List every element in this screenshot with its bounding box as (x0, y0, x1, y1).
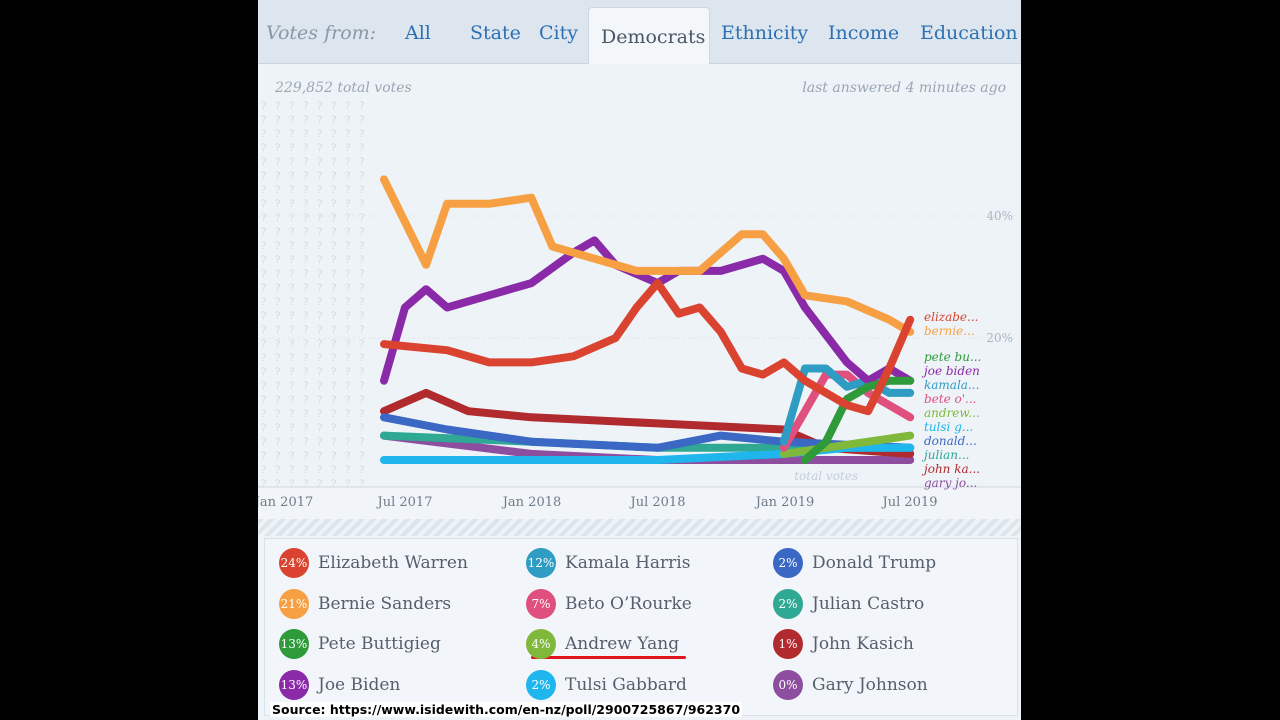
series-line-1[interactable] (380, 175, 915, 336)
legend-item[interactable]: 24% Elizabeth Warren (279, 548, 468, 578)
percent-badge: 4% (526, 629, 556, 659)
candidate-name: Donald Trump (812, 553, 937, 573)
percent-badge: 7% (526, 588, 556, 619)
series-line-0[interactable] (380, 279, 915, 416)
tab-income[interactable]: Income (828, 22, 900, 44)
legend-item[interactable]: 0% Gary Johnson (773, 669, 928, 700)
source-caption: Source: https://www.isidewith.com/en-nz/… (270, 702, 743, 717)
candidate-name: John Kasich (812, 634, 914, 654)
x-tick-label: Jul 2019 (881, 495, 938, 510)
y-tick-label: 20% (986, 331, 1013, 345)
series-label: joe biden (921, 364, 980, 378)
tab-state[interactable]: State (470, 22, 521, 44)
legend-item[interactable]: 12% Kamala Harris (526, 548, 690, 578)
candidate-name: Bernie Sanders (318, 593, 452, 614)
x-tick-label: Jul 2017 (376, 495, 433, 510)
series-line-6[interactable] (779, 431, 915, 458)
divider (258, 519, 1021, 536)
legend-item[interactable]: 2% Julian Castro (773, 588, 925, 619)
x-tick-label: Jan 2018 (501, 495, 562, 510)
legend-item[interactable]: 13% Pete Buttigieg (279, 629, 441, 659)
total-votes-watermark: total votes (794, 469, 858, 483)
candidate-name: Elizabeth Warren (318, 553, 468, 573)
candidate-name: Pete Buttigieg (318, 634, 441, 654)
last-answered: last answered 4 minutes ago (802, 80, 1006, 96)
percent-badge: 13% (279, 629, 309, 659)
percent-badge: 1% (773, 629, 803, 659)
percent-badge: 12% (526, 548, 556, 578)
red-underline-annotation (531, 656, 686, 659)
tab-education[interactable]: Education (920, 22, 1018, 44)
x-tick-label: Jan 2019 (754, 495, 815, 510)
total-votes: 229,852 total votes (275, 80, 412, 96)
percent-badge: 0% (773, 669, 803, 700)
tab-democrats[interactable]: Democrats (588, 7, 710, 64)
series-line-7[interactable] (380, 443, 915, 464)
legend-item[interactable]: 4% Andrew Yang (526, 629, 679, 659)
percent-badge: 13% (279, 669, 309, 700)
series-line-5[interactable] (779, 370, 915, 452)
series-label: kamala... (924, 378, 979, 392)
y-tick-label: 40% (986, 209, 1013, 223)
series-label: julian... (921, 448, 969, 462)
candidate-name: Tulsi Gabbard (565, 674, 687, 695)
legend-item[interactable]: 2% Donald Trump (773, 548, 936, 578)
tab-all[interactable]: All (405, 22, 431, 44)
candidate-name: Julian Castro (812, 593, 925, 614)
candidate-name: Joe Biden (318, 674, 401, 695)
tab-ethnicity[interactable]: Ethnicity (721, 22, 809, 44)
percent-badge: 2% (526, 669, 556, 700)
legend-item[interactable]: 13% Joe Biden (279, 669, 401, 700)
votes-from-label: Votes from: (266, 22, 377, 44)
series-label: elizabe... (924, 310, 978, 324)
percent-badge: 2% (773, 548, 803, 578)
votes-from-tabs: Votes from: All State City Democrats Eth… (258, 0, 1021, 64)
percent-badge: 2% (773, 588, 803, 619)
x-tick-label: Jul 2018 (629, 495, 686, 510)
series-label: andrew... (924, 406, 980, 420)
poll-panel: Votes from: All State City Democrats Eth… (258, 0, 1021, 720)
series-label: tulsi g... (924, 420, 973, 434)
legend-item[interactable]: 2% Tulsi Gabbard (526, 669, 687, 700)
series-label: bete o'... (924, 392, 977, 406)
legend-item[interactable]: 7% Beto O’Rourke (526, 588, 692, 619)
candidate-name: Kamala Harris (565, 553, 691, 573)
legend-item[interactable]: 21% Bernie Sanders (279, 588, 452, 619)
no-data-region (258, 100, 373, 487)
series-label: bernie... (924, 324, 975, 338)
x-tick-label: Jan 2017 (258, 495, 313, 510)
legend-item[interactable]: 1% John Kasich (773, 629, 914, 659)
series-label: donald... (924, 434, 977, 448)
series-label: john ka... (921, 462, 980, 476)
candidate-legend: 24% Elizabeth Warren 21% Bernie Sanders 13% P… (264, 538, 1018, 716)
series-label: pete bu... (924, 350, 981, 364)
candidate-name: Beto O’Rourke (565, 593, 692, 614)
series-label: gary jo... (924, 476, 977, 490)
candidate-name: Andrew Yang (565, 634, 680, 654)
percent-badge: 24% (279, 548, 309, 578)
series-line-4[interactable] (779, 364, 915, 446)
series-line-2[interactable] (801, 376, 915, 464)
percent-badge: 21% (279, 588, 309, 619)
candidate-name: Gary Johnson (812, 674, 928, 695)
tab-city[interactable]: City (539, 22, 578, 44)
